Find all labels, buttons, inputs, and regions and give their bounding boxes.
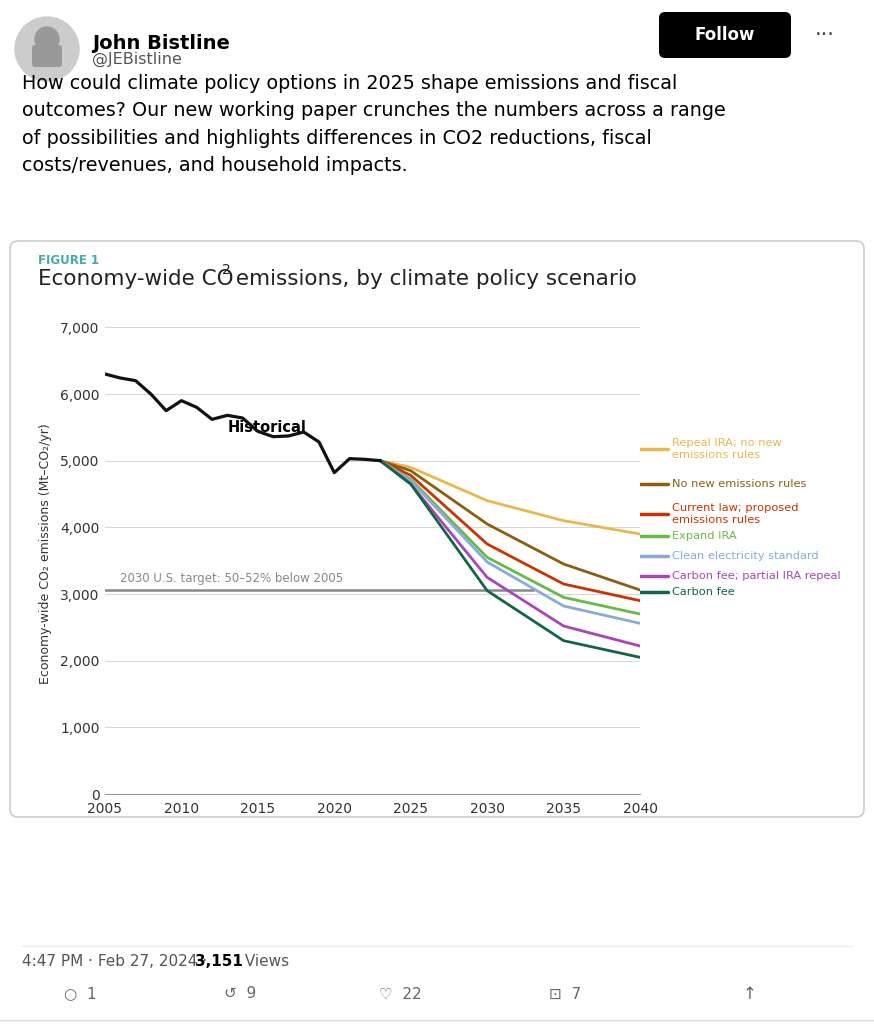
Text: 4:47 PM · Feb 27, 2024 ·: 4:47 PM · Feb 27, 2024 ·	[22, 954, 212, 970]
Text: ···: ···	[815, 25, 835, 45]
Text: 2: 2	[222, 263, 231, 278]
FancyBboxPatch shape	[10, 241, 864, 817]
Text: 3,151: 3,151	[195, 954, 243, 970]
Circle shape	[35, 27, 59, 51]
Y-axis label: Economy-wide CO₂ emissions (Mt–CO₂/yr): Economy-wide CO₂ emissions (Mt–CO₂/yr)	[38, 424, 52, 684]
Text: 2030 U.S. target: 50–52% below 2005: 2030 U.S. target: 50–52% below 2005	[121, 572, 343, 586]
FancyBboxPatch shape	[32, 45, 62, 67]
Text: FIGURE 1: FIGURE 1	[38, 254, 99, 267]
Text: Expand IRA: Expand IRA	[672, 531, 737, 541]
Text: ⊡  7: ⊡ 7	[549, 986, 581, 1001]
Text: @JEBistline: @JEBistline	[92, 52, 182, 68]
Text: Economy-wide CO: Economy-wide CO	[38, 269, 233, 289]
Text: emissions, by climate policy scenario: emissions, by climate policy scenario	[229, 269, 637, 289]
Text: No new emissions rules: No new emissions rules	[672, 479, 807, 489]
Text: ○  1: ○ 1	[64, 986, 96, 1001]
Text: ↺  9: ↺ 9	[224, 986, 256, 1001]
Text: John Bistline: John Bistline	[92, 34, 230, 53]
Text: Historical: Historical	[227, 420, 306, 435]
Text: Follow: Follow	[695, 26, 755, 44]
Text: Views: Views	[240, 954, 289, 970]
Text: Repeal IRA; no new
emissions rules: Repeal IRA; no new emissions rules	[672, 438, 781, 460]
Text: ♡  22: ♡ 22	[378, 986, 421, 1001]
Text: ↑: ↑	[743, 985, 757, 1002]
Circle shape	[15, 17, 79, 81]
Text: Clean electricity standard: Clean electricity standard	[672, 551, 819, 561]
FancyBboxPatch shape	[659, 12, 791, 58]
Text: How could climate policy options in 2025 shape emissions and fiscal
outcomes? Ou: How could climate policy options in 2025…	[22, 74, 725, 175]
Text: Current law; proposed
emissions rules: Current law; proposed emissions rules	[672, 503, 799, 525]
Text: Carbon fee; partial IRA repeal: Carbon fee; partial IRA repeal	[672, 571, 841, 581]
Text: Carbon fee: Carbon fee	[672, 587, 735, 597]
